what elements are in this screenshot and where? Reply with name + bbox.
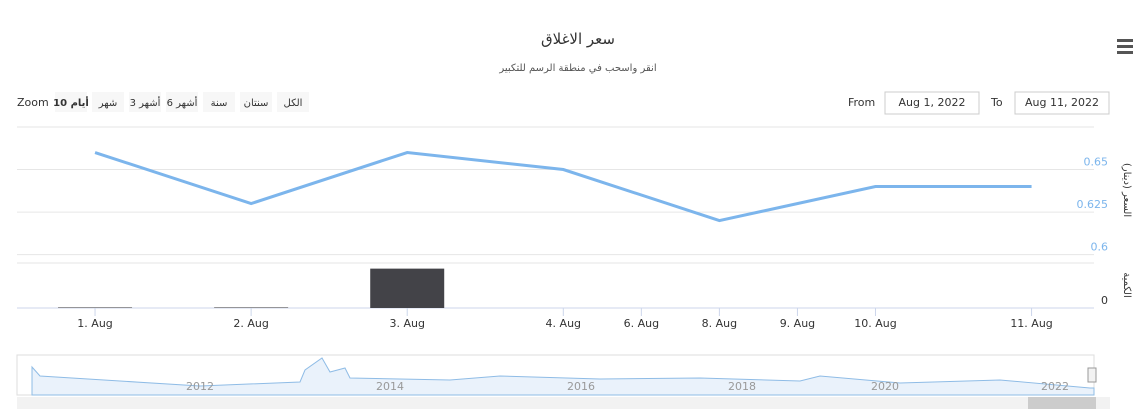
volume-bar: [370, 268, 445, 308]
zoom-button[interactable]: [55, 92, 87, 112]
zoom-button-label: سنتان: [244, 98, 269, 109]
chart-subtitle: انقر واسحب في منطقة الرسم للتكبير: [498, 63, 656, 74]
to-label: To: [990, 96, 1003, 109]
zoom-button-label: شهر: [98, 98, 118, 109]
navigator-tick-label: 2022: [1041, 380, 1069, 393]
to-input[interactable]: [1014, 91, 1110, 115]
menu-icon[interactable]: [1117, 39, 1133, 54]
navigator-tick-label: 2016: [567, 380, 595, 393]
y-tick-label: 0.6: [1091, 241, 1109, 254]
zoom-button-label: الكل: [284, 98, 303, 109]
navigator[interactable]: [16, 354, 1110, 409]
zoom-label: Zoom: [17, 96, 49, 109]
x-tick-label: 1. Aug: [77, 317, 112, 330]
zoom-button[interactable]: [277, 92, 309, 112]
zoom-button-label: سنة: [211, 98, 228, 109]
to-value: Aug 11, 2022: [1025, 96, 1099, 109]
zoom-button-label: 6 أشهر: [167, 96, 198, 109]
volume-bar: [214, 307, 289, 308]
x-tick-label: 2. Aug: [233, 317, 268, 330]
navigator-tick-label: 2012: [186, 380, 214, 393]
price-line: [94, 150, 1032, 223]
y-tick-label: 0.65: [1084, 156, 1109, 169]
y-tick-label: 0.625: [1077, 198, 1109, 211]
x-tick-label: 6. Aug: [624, 317, 659, 330]
navigator-tick-label: 2018: [728, 380, 756, 393]
x-tick-label: 11. Aug: [1010, 317, 1052, 330]
y-axis-title: السعر (دينار): [1121, 163, 1132, 217]
x-tick-label: 3. Aug: [389, 317, 424, 330]
volume-bar: [58, 307, 133, 308]
x-tick-label: 10. Aug: [854, 317, 896, 330]
zoom-button-label: 3 أشهر: [130, 96, 161, 109]
x-tick-label: 4. Aug: [546, 317, 581, 330]
x-tick-label: 8. Aug: [702, 317, 737, 330]
y2-axis-title: الكمية: [1121, 272, 1132, 298]
y2-tick-label: 0: [1101, 294, 1108, 307]
x-tick-label: 9. Aug: [780, 317, 815, 330]
navigator-tick-label: 2020: [871, 380, 899, 393]
navigator-tick-label: 2014: [376, 380, 404, 393]
zoom-button[interactable]: [240, 92, 272, 112]
zoom-button-label: 10 أيام: [53, 96, 89, 109]
chart-title: سعر الاغلاق: [541, 30, 615, 48]
from-input[interactable]: [884, 91, 980, 115]
zoom-button[interactable]: [203, 92, 235, 112]
zoom-button[interactable]: [129, 92, 161, 112]
from-value: Aug 1, 2022: [899, 96, 966, 109]
from-label: From: [848, 96, 875, 109]
zoom-button[interactable]: [92, 92, 124, 112]
zoom-button[interactable]: [166, 92, 198, 112]
